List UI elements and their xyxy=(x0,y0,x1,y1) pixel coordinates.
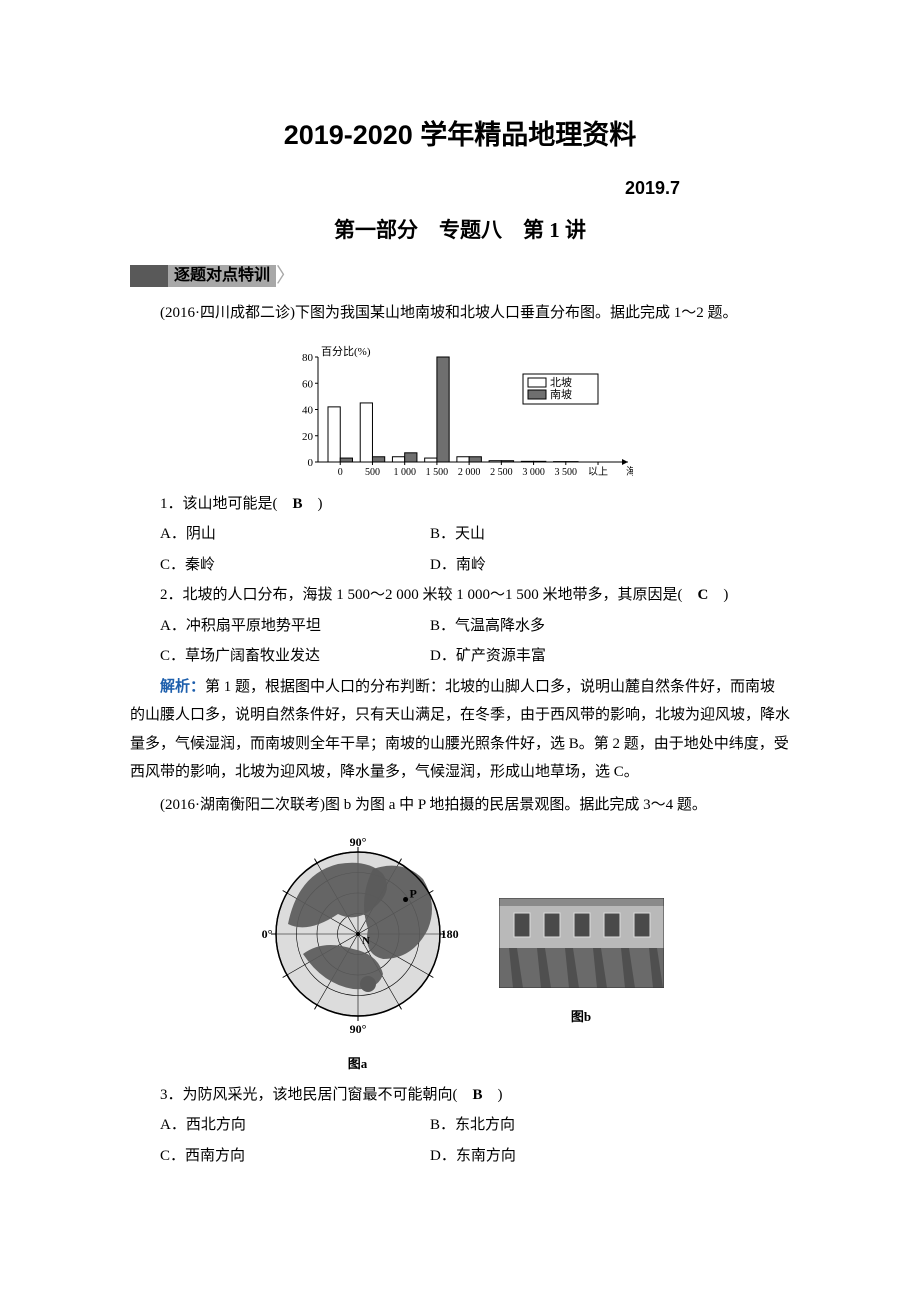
svg-text:0: 0 xyxy=(337,467,342,478)
svg-text:1 000: 1 000 xyxy=(393,467,416,478)
q3-text: 3．为防风采光，该地民居门窗最不可能朝向( xyxy=(160,1087,458,1103)
q2-row-cd: C．草场广阔畜牧业发达 D．矿产资源丰富 xyxy=(130,642,790,671)
q2-opt-c: C．草场广阔畜牧业发达 xyxy=(130,642,430,671)
svg-text:20: 20 xyxy=(302,431,314,443)
section-banner: 逐题对点特训 〉 xyxy=(130,265,790,287)
svg-text:2 500: 2 500 xyxy=(490,467,513,478)
q1-answer: B xyxy=(293,496,303,512)
figure-row: NP90°90°0°180° 图a 图b xyxy=(130,833,790,1076)
svg-text:90°: 90° xyxy=(349,835,366,849)
banner-bracket: 〉 xyxy=(276,265,296,287)
svg-text:3 500: 3 500 xyxy=(554,467,577,478)
q2-opt-b: B．气温高降水多 xyxy=(430,612,790,641)
q3-opt-a: A．西北方向 xyxy=(130,1111,430,1140)
svg-text:百分比(%): 百分比(%) xyxy=(321,345,371,358)
bar-chart: 0 20 40 60 80 百分比(%) 0 500 1 000 1 500 2 000 2 500 3… xyxy=(130,342,790,482)
q3-opt-b: B．东北方向 xyxy=(430,1111,790,1140)
q2-opt-d: D．矿产资源丰富 xyxy=(430,642,790,671)
svg-text:90°: 90° xyxy=(349,1022,366,1035)
q1-opt-d: D．南岭 xyxy=(430,551,790,580)
svg-text:北坡: 北坡 xyxy=(550,376,572,389)
date: 2019.7 xyxy=(130,171,790,205)
expl-label: 解析： xyxy=(160,679,205,695)
q2-close: ) xyxy=(723,587,728,603)
intro-1: (2016·四川成都二诊)下图为我国某山地南坡和北坡人口垂直分布图。据此完成 1… xyxy=(130,299,790,328)
q3-opt-d: D．东南方向 xyxy=(430,1142,790,1171)
photo-figure: 图b xyxy=(499,833,664,1029)
q3-row-ab: A．西北方向 B．东北方向 xyxy=(130,1111,790,1140)
svg-text:2 000: 2 000 xyxy=(457,467,480,478)
q2-row-ab: A．冲积扇平原地势平坦 B．气温高降水多 xyxy=(130,612,790,641)
q1-opt-b: B．天山 xyxy=(430,520,790,549)
q3-stem: 3．为防风采光，该地民居门窗最不可能朝向( B ) xyxy=(130,1081,790,1110)
q3-close: ) xyxy=(498,1087,503,1103)
svg-text:60: 60 xyxy=(302,378,314,390)
svg-text:P: P xyxy=(409,887,416,901)
svg-text:0°: 0° xyxy=(261,927,272,941)
q1-row-ab: A．阴山 B．天山 xyxy=(130,520,790,549)
explanation-1: 解析：第 1 题，根据图中人口的分布判断：北坡的山脚人口多，说明山麓自然条件好，… xyxy=(130,673,790,787)
svg-text:80: 80 xyxy=(302,352,314,364)
svg-text:南坡: 南坡 xyxy=(550,388,572,401)
q3-answer: B xyxy=(473,1087,483,1103)
svg-text:1 500: 1 500 xyxy=(425,467,448,478)
q3-row-cd: C．西南方向 D．东南方向 xyxy=(130,1142,790,1171)
main-title: 2019-2020 学年精品地理资料 xyxy=(130,110,790,161)
expl-body: 第 1 题，根据图中人口的分布判断：北坡的山脚人口多，说明山麓自然条件好，而南坡… xyxy=(130,679,790,781)
svg-text:N: N xyxy=(362,935,370,947)
section-title: 第一部分 专题八 第 1 讲 xyxy=(130,211,790,251)
q1-opt-c: C．秦岭 xyxy=(130,551,430,580)
q1-stem: 1．该山地可能是( B ) xyxy=(130,490,790,519)
svg-text:海拔(米): 海拔(米) xyxy=(626,465,633,478)
svg-text:3 000: 3 000 xyxy=(522,467,545,478)
intro-2: (2016·湖南衡阳二次联考)图 b 为图 a 中 P 地拍摄的民居景观图。据此… xyxy=(130,791,790,820)
q2-answer: C xyxy=(698,587,709,603)
q2-text: 2．北坡的人口分布，海拔 1 500～2 000 米较 1 000～1 500 … xyxy=(160,587,683,603)
svg-text:0: 0 xyxy=(307,457,313,469)
banner-label: 逐题对点特训 xyxy=(168,265,276,287)
banner-bar xyxy=(130,265,168,287)
q3-opt-c: C．西南方向 xyxy=(130,1142,430,1171)
q2-stem: 2．北坡的人口分布，海拔 1 500～2 000 米较 1 000～1 500 … xyxy=(130,581,790,610)
globe-caption: 图a xyxy=(257,1052,459,1077)
q1-row-cd: C．秦岭 D．南岭 xyxy=(130,551,790,580)
svg-text:40: 40 xyxy=(302,404,314,416)
globe-figure: NP90°90°0°180° 图a xyxy=(257,833,459,1076)
svg-text:以上: 以上 xyxy=(588,466,608,478)
q1-text: 1．该山地可能是( xyxy=(160,496,278,512)
q2-opt-a: A．冲积扇平原地势平坦 xyxy=(130,612,430,641)
q1-close: ) xyxy=(318,496,323,512)
photo-caption: 图b xyxy=(499,1005,664,1030)
q1-opt-a: A．阴山 xyxy=(130,520,430,549)
svg-text:500: 500 xyxy=(364,467,379,478)
